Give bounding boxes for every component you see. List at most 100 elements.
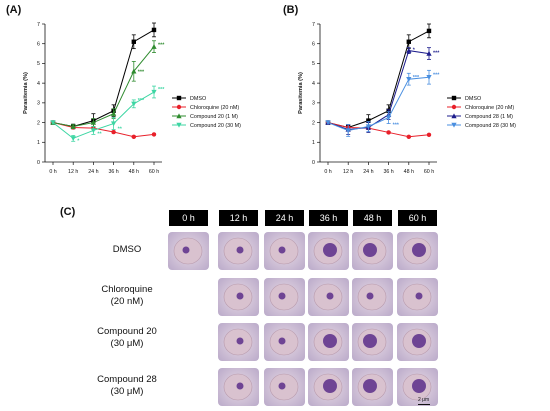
x-tick-label: 48 h: [404, 169, 414, 175]
data-point: [406, 39, 411, 44]
cell-illustration: [357, 328, 387, 356]
legend-marker: [176, 104, 182, 110]
x-tick-label: 60 h: [424, 169, 434, 175]
time-column-header: 36 h: [309, 210, 348, 226]
legend-marker: [176, 122, 182, 128]
legend-label: Compound 20 (30 M): [190, 123, 241, 129]
parasite-icon: [236, 337, 244, 345]
treatment-name: Chloroquine: [101, 284, 153, 295]
time-column-header: 24 h: [265, 210, 304, 226]
cell-illustration: [313, 237, 343, 265]
y-tick-label: 0: [312, 160, 315, 166]
y-tick-label: 4: [312, 81, 315, 87]
scale-bar: [418, 404, 430, 405]
data-point: [366, 118, 371, 123]
data-point: [111, 129, 116, 135]
micrograph-cell: [352, 368, 393, 406]
y-tick-label: 7: [37, 22, 40, 28]
legend-label: Compound 28 (30 M): [465, 123, 516, 129]
x-tick-label: 0 h: [324, 169, 331, 175]
series-0: [50, 22, 157, 130]
series-1: [325, 120, 432, 139]
micrograph-cell: [308, 232, 349, 270]
data-point: [131, 39, 136, 44]
legend-label: DMSO: [190, 96, 206, 102]
micrograph-cell: [264, 323, 305, 361]
x-tick-label: 36 h: [383, 169, 393, 175]
significance-label: ***: [158, 87, 165, 93]
y-axis-label: Parasitemia (%): [23, 72, 29, 114]
data-point: [345, 128, 351, 134]
x-tick-label: 12 h: [343, 169, 353, 175]
cell-illustration: [313, 328, 343, 356]
significance-label: ***: [158, 43, 165, 49]
data-point: [426, 75, 432, 80]
cell-illustration: [357, 373, 387, 401]
significance-label: ***: [393, 123, 400, 129]
chart-a: 0 1 2 3 4 5 6 7 0 h 12 h 24 h 36 h 48 h 60 h Parasitem…: [23, 22, 241, 175]
data-point: [151, 27, 157, 33]
micrograph-cell: [397, 232, 438, 270]
parasite-icon: [412, 379, 426, 393]
series-1: [50, 120, 157, 139]
cell-illustration: [269, 283, 299, 311]
chart-b: 0 1 2 3 4 5 6 7 0 h 12 h 24 h 36 h 48 h 60 h Parasitem…: [298, 22, 516, 175]
micrograph-cell: [218, 232, 259, 270]
series-2: [50, 40, 157, 129]
legend-marker: [451, 104, 457, 110]
parasite-icon: [278, 337, 286, 345]
legend-label: DMSO: [465, 96, 481, 102]
parasite-icon: [323, 243, 337, 257]
x-tick-label: 24 h: [363, 169, 373, 175]
data-point: [110, 121, 117, 127]
cell-illustration: [269, 237, 299, 265]
y-tick-label: 7: [312, 22, 315, 28]
y-tick-label: 1: [37, 140, 40, 146]
parasite-icon: [236, 382, 244, 390]
x-tick-label: 0 h: [49, 169, 56, 175]
cell-illustration: [223, 328, 253, 356]
data-point: [151, 44, 157, 49]
parasite-icon: [236, 292, 244, 300]
series-2: [325, 47, 432, 135]
treatment-name: Compound 28: [97, 374, 157, 385]
scale-bar-label: 2 μm: [418, 397, 430, 403]
significance-label: *: [413, 48, 416, 54]
data-point: [70, 136, 76, 141]
micrograph-cell: [308, 323, 349, 361]
series-line: [52, 29, 155, 128]
micrograph-cell: [168, 232, 209, 270]
y-tick-label: 6: [37, 42, 40, 48]
cell-illustration: [402, 237, 432, 265]
micrograph-cell: [218, 278, 259, 316]
data-point: [131, 134, 136, 139]
data-point: [426, 50, 432, 56]
micrograph-cell: [352, 232, 393, 270]
treatment-concentration: (30 μM): [110, 386, 144, 397]
treatment-row-label: Compound 28 (30 μM): [82, 374, 172, 398]
data-point: [110, 111, 117, 116]
cell-illustration: [402, 328, 432, 356]
cell-illustration: [223, 237, 253, 265]
cell-illustration: [223, 283, 253, 311]
panel-c-label: (C): [60, 206, 76, 218]
micrograph-cell: [308, 278, 349, 316]
time-column-header: 60 h: [398, 210, 437, 226]
legend-marker: [451, 95, 457, 101]
data-point: [386, 130, 391, 135]
cell-illustration: [402, 373, 432, 401]
micrograph-cell: [218, 323, 259, 361]
parasite-icon: [363, 379, 377, 393]
parasite-icon: [278, 246, 286, 254]
data-point: [406, 77, 412, 82]
parasite-icon: [323, 379, 337, 393]
legend-marker: [451, 113, 457, 119]
legend-label: Chloroquine (20 nM): [190, 105, 239, 111]
series-line: [327, 122, 430, 138]
y-tick-label: 5: [312, 61, 315, 67]
data-point: [70, 123, 76, 129]
parasite-icon: [363, 334, 377, 348]
significance-label: ***: [413, 75, 420, 81]
data-point: [385, 115, 392, 121]
data-point: [426, 28, 432, 34]
